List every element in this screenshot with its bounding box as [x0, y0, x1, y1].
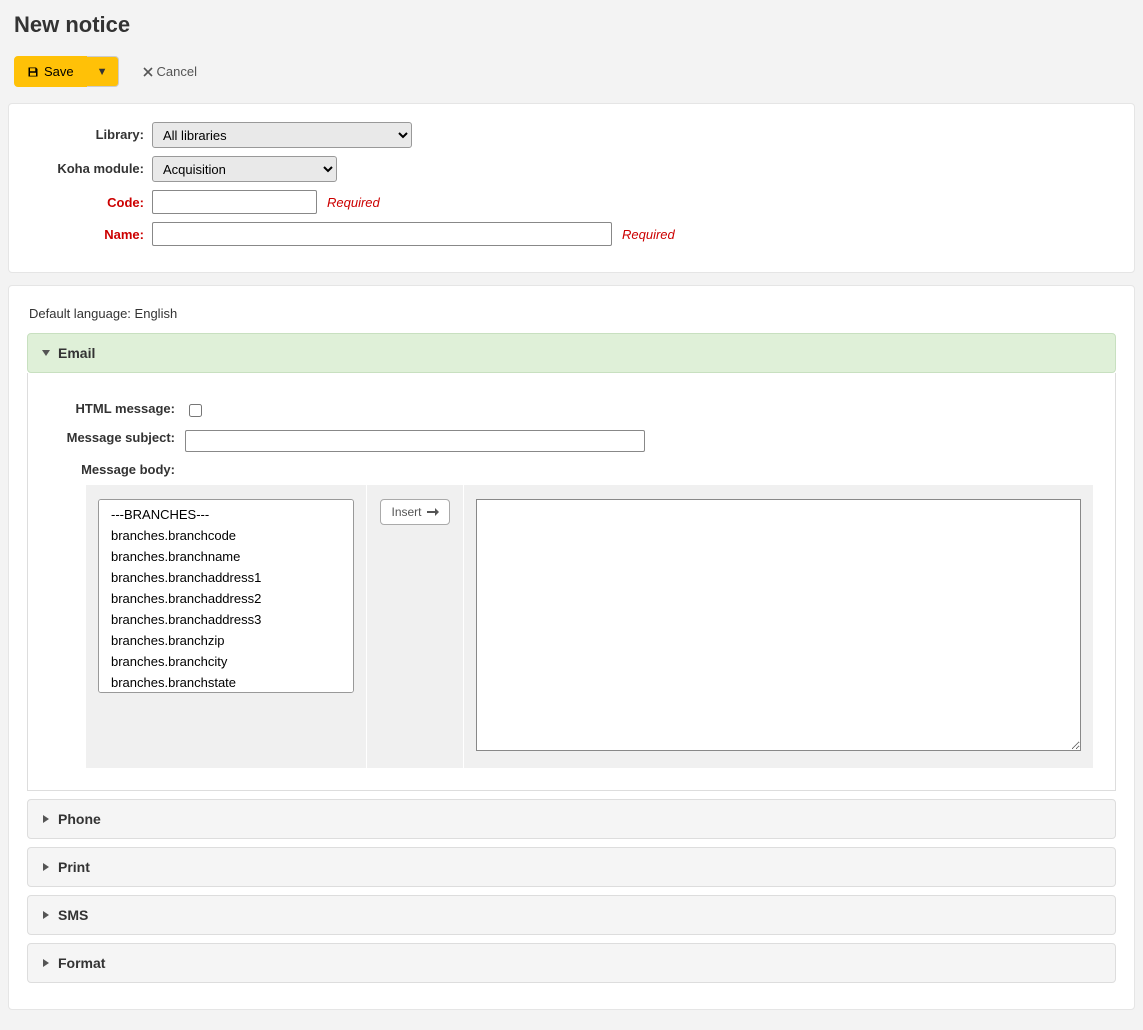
placeholder-option[interactable]: branches.branchname	[105, 546, 347, 567]
print-section: Print	[27, 847, 1116, 887]
name-input[interactable]	[152, 222, 612, 246]
placeholder-option[interactable]: branches.branchaddress3	[105, 609, 347, 630]
sms-section-title: SMS	[58, 907, 88, 923]
page-title: New notice	[14, 12, 1135, 38]
code-input[interactable]	[152, 190, 317, 214]
save-dropdown-toggle[interactable]: ▼	[87, 56, 119, 87]
sms-section-header[interactable]: SMS	[27, 895, 1116, 935]
phone-section-header[interactable]: Phone	[27, 799, 1116, 839]
format-section-title: Format	[58, 955, 105, 971]
placeholder-option[interactable]: branches.branchaddress2	[105, 588, 347, 609]
code-label: Code:	[27, 190, 152, 210]
caret-down-icon: ▼	[97, 66, 108, 78]
name-required-text: Required	[622, 227, 675, 242]
caret-right-icon	[43, 959, 49, 967]
message-body-label: Message body:	[50, 462, 185, 479]
toolbar: Save ▼ Cancel	[14, 56, 1135, 87]
library-select[interactable]: All libraries	[152, 122, 412, 148]
html-message-checkbox[interactable]	[189, 404, 202, 417]
arrow-right-icon	[427, 507, 439, 517]
module-select[interactable]: Acquisition	[152, 156, 337, 182]
placeholder-option[interactable]: branches.branchstate	[105, 672, 347, 693]
save-button-label: Save	[44, 64, 74, 79]
default-language-value: English	[135, 306, 178, 321]
module-label: Koha module:	[27, 156, 152, 176]
email-section-header[interactable]: Email	[27, 333, 1116, 373]
phone-section: Phone	[27, 799, 1116, 839]
message-body-editor: ---BRANCHES---branches.branchcodebranche…	[86, 485, 1093, 768]
sms-section: SMS	[27, 895, 1116, 935]
email-section: Email HTML message: Message subject: Mes…	[27, 333, 1116, 791]
placeholder-list-box: ---BRANCHES---branches.branchcodebranche…	[86, 485, 366, 768]
html-message-label: HTML message:	[50, 401, 185, 418]
placeholder-option[interactable]: branches.branchcity	[105, 651, 347, 672]
notice-meta-panel: Library: All libraries Koha module: Acqu…	[8, 103, 1135, 273]
format-section-header[interactable]: Format	[27, 943, 1116, 983]
placeholder-option[interactable]: branches.branchzip	[105, 630, 347, 651]
insert-box: Insert	[366, 485, 464, 768]
placeholder-select[interactable]: ---BRANCHES---branches.branchcodebranche…	[98, 499, 354, 693]
insert-button-label: Insert	[391, 505, 421, 519]
print-section-title: Print	[58, 859, 90, 875]
placeholder-option[interactable]: branches.branchaddress1	[105, 567, 347, 588]
placeholder-option[interactable]: ---BRANCHES---	[105, 504, 347, 525]
cancel-button-label: Cancel	[157, 64, 197, 79]
message-subject-label: Message subject:	[50, 430, 185, 447]
save-button-group: Save ▼	[14, 56, 119, 87]
cancel-button[interactable]: Cancel	[133, 57, 207, 86]
phone-section-title: Phone	[58, 811, 101, 827]
default-language: Default language: English	[29, 306, 1116, 321]
caret-down-icon	[42, 350, 50, 356]
message-body-textarea[interactable]	[476, 499, 1081, 751]
editor-box	[464, 485, 1093, 768]
close-icon	[143, 67, 153, 77]
print-section-header[interactable]: Print	[27, 847, 1116, 887]
save-button[interactable]: Save	[14, 56, 87, 87]
message-subject-input[interactable]	[185, 430, 645, 452]
name-label: Name:	[27, 222, 152, 242]
caret-right-icon	[43, 815, 49, 823]
format-section: Format	[27, 943, 1116, 983]
email-section-body: HTML message: Message subject: Message b…	[27, 373, 1116, 791]
insert-button[interactable]: Insert	[380, 499, 449, 525]
caret-right-icon	[43, 863, 49, 871]
library-label: Library:	[27, 122, 152, 142]
code-required-text: Required	[327, 195, 380, 210]
notice-templates-panel: Default language: English Email HTML mes…	[8, 285, 1135, 1010]
placeholder-option[interactable]: branches.branchcode	[105, 525, 347, 546]
caret-right-icon	[43, 911, 49, 919]
email-section-title: Email	[58, 345, 95, 361]
default-language-label: Default language:	[29, 306, 131, 321]
save-icon	[27, 66, 39, 78]
